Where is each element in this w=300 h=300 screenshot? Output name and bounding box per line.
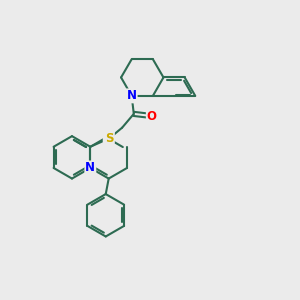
- Text: S: S: [105, 132, 114, 145]
- Text: N: N: [104, 130, 114, 143]
- Text: N: N: [85, 161, 95, 175]
- Text: O: O: [147, 110, 157, 122]
- Text: N: N: [127, 89, 137, 102]
